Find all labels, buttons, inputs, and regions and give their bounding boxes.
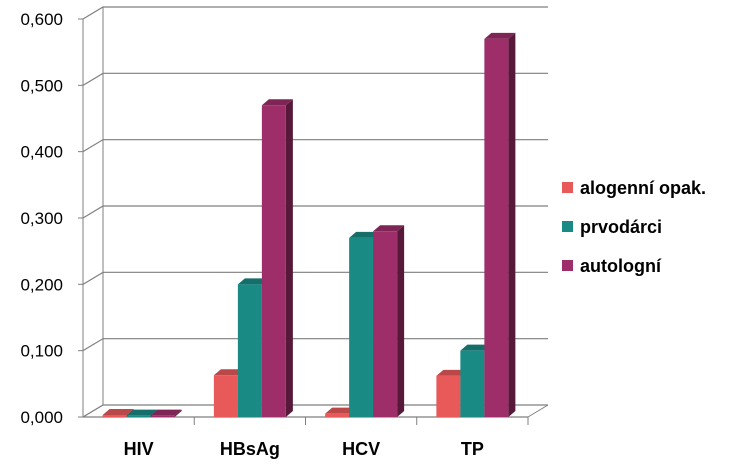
bar-front <box>325 413 350 417</box>
bar-front <box>150 415 175 417</box>
bar-top <box>102 409 134 416</box>
legend-label: prvodárci <box>580 217 662 237</box>
bar-front <box>261 105 286 417</box>
bar-top <box>436 369 468 376</box>
x-tick-label: HIV <box>124 439 154 459</box>
bar-front <box>436 375 461 417</box>
legend: alogenní opak. prvodárci autologní <box>562 178 706 276</box>
bar-front <box>102 415 127 417</box>
bar-top <box>349 231 381 238</box>
bar-front <box>213 375 238 417</box>
bar-front <box>237 284 262 417</box>
gridline <box>82 139 548 153</box>
gridline <box>82 205 548 219</box>
floor-right-edge <box>527 404 549 418</box>
legend-swatch <box>562 182 573 193</box>
y-tick-label: 0,300 <box>20 209 63 228</box>
bar-tp-3 <box>484 32 516 418</box>
bar-top <box>126 409 158 416</box>
bar-front <box>373 231 398 417</box>
bar-top <box>237 278 269 285</box>
y-tick-label: 0,600 <box>20 10 63 29</box>
bar-top <box>460 344 492 351</box>
bar-side <box>174 409 182 417</box>
bar-side <box>285 99 293 417</box>
bar-top <box>373 225 405 232</box>
y-tick-label: 0,000 <box>20 408 63 427</box>
bars <box>102 32 516 418</box>
legend-label: alogenní opak. <box>580 178 706 198</box>
x-tick-label: HBsAg <box>220 439 280 459</box>
bar-hiv-3 <box>150 409 182 417</box>
bar-side <box>508 32 516 418</box>
x-tick-label: TP <box>461 439 484 459</box>
x-tick-label: HCV <box>342 439 380 459</box>
gridline <box>82 6 548 20</box>
y-tick-label: 0,500 <box>20 76 63 95</box>
gridline <box>82 271 548 285</box>
y-tick-label: 0,200 <box>20 275 63 294</box>
bar-top <box>213 369 245 376</box>
bar-top <box>484 32 516 39</box>
bar-top <box>261 99 293 106</box>
bar-front <box>484 38 509 418</box>
y-tick-label: 0,400 <box>20 143 63 162</box>
legend-swatch <box>562 260 573 271</box>
legend-label: autologní <box>580 256 662 276</box>
legend-swatch <box>562 221 573 232</box>
y-tick-label: 0,100 <box>20 342 63 361</box>
bar-side <box>397 225 405 417</box>
gridline <box>82 72 548 86</box>
bar-front <box>126 415 151 417</box>
bar-hcv-3 <box>373 225 405 417</box>
gridlines <box>82 6 548 418</box>
bar-top <box>150 409 182 416</box>
bar-front <box>349 237 374 417</box>
x-axis-ticks: HIV HBsAg HCV TP <box>124 417 529 459</box>
y-axis-ticks: 0,000 0,100 0,200 0,300 0,400 0,500 0,600 <box>20 10 83 427</box>
bar-top <box>325 407 357 414</box>
bar-front <box>460 350 485 417</box>
bar-hbsag-3 <box>261 99 293 417</box>
